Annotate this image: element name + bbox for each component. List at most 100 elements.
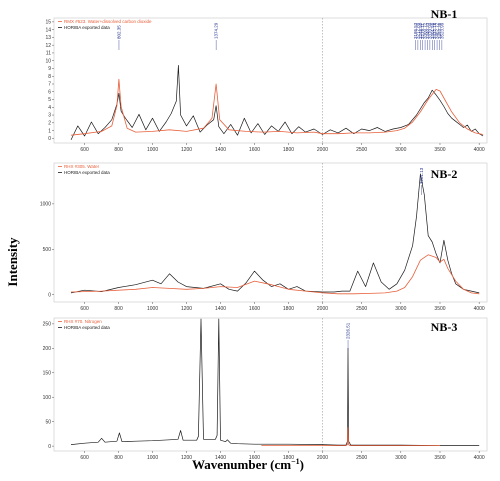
chart1-y-tick-label: 8 (48, 74, 51, 80)
chart3-y-tick-label: 250 (43, 322, 52, 328)
chart2-x-tick-label: 4000 (474, 306, 485, 312)
chart1-x-tick-label: 1800 (283, 147, 294, 153)
chart3-x-tick-label: 1800 (283, 455, 294, 461)
chart2-plot-frame (53, 162, 488, 303)
chart2-x-tick-label: 1000 (147, 306, 158, 312)
chart3-x-tick-label: 600 (80, 455, 89, 461)
chart3-plot-frame (53, 317, 488, 452)
chart2-y-tick-label: 0 (48, 292, 51, 298)
chart1-y-tick-label: 12 (45, 43, 51, 49)
chart3-x-tick-label: 1000 (147, 455, 158, 461)
chart3-x-tick-label: 800 (114, 455, 123, 461)
chart1-peak-label: 1374.29 (214, 22, 219, 39)
chart3-x-tick-label: 2500 (356, 455, 367, 461)
chart3-legend-entry: HORIBA exported data (64, 325, 110, 330)
chart3-legend-entry: RHX #70. Nitrogen (64, 319, 102, 324)
chart1-peak-label: 3370.94 (427, 22, 432, 39)
chart1-peak-label: 3279.11 (420, 23, 425, 39)
chart2-y-tick-label: 500 (43, 247, 52, 253)
y-axis-label: Intensity (5, 237, 20, 287)
chart1-peak-label: 3309.72 (423, 22, 428, 39)
chart1-y-tick-label: 11 (46, 51, 51, 57)
chart1-x-tick-label: 3500 (434, 147, 445, 153)
chart1-peak-label: 802.35 (116, 25, 121, 39)
chart1-y-tick-label: 2 (48, 121, 51, 127)
chart2-x-tick-label: 3500 (434, 306, 445, 312)
chart1-y-tick-label: 6 (48, 89, 51, 95)
chart2-x-tick-label: 2000 (317, 306, 328, 312)
chart1-x-tick-label: 3000 (395, 147, 406, 153)
chart2-x-tick-label: 1200 (181, 306, 192, 312)
chart1-y-tick-label: 14 (45, 27, 51, 33)
chart1-plot-frame (53, 17, 488, 144)
chart3-y-tick-label: 50 (45, 419, 51, 425)
chart1-x-tick-label: 600 (80, 147, 89, 153)
chart3-x-tick-label: 1600 (249, 455, 260, 461)
chart1-y-tick-label: 10 (45, 58, 51, 64)
chart3-title: NB-3 (431, 320, 458, 334)
chart3-y-tick-label: 0 (48, 444, 51, 450)
chart3-panel: 600 800 1000 1200 1400 1600 1800 2000 2500 3000 35… (43, 317, 488, 461)
chart1-y-tick-label: 7 (48, 82, 51, 88)
chart1-legend-entry: RMX #523. Water+dissolved carbon dioxide (64, 19, 152, 24)
chart3-x-tick-label: 1200 (181, 455, 192, 461)
chart1-panel: 600 800 1000 1200 1400 1600 1800 2000 2500 3000 35… (45, 7, 488, 153)
chart2-x-tick-label: 800 (114, 306, 123, 312)
chart1-y-tick-label: 13 (45, 35, 51, 41)
chart1-x-tick-label: 1200 (181, 147, 192, 153)
chart2-x-tick-label: 1400 (215, 306, 226, 312)
chart1-x-tick-label: 1400 (215, 147, 226, 153)
chart1-peak-label: 3217.89 (415, 22, 420, 39)
chart2-series-reference-line (70, 254, 480, 295)
chart3-x-tick-label: 2000 (317, 455, 328, 461)
chart1-legend-entry: HORIBA exported data (64, 25, 110, 30)
chart3-series-horiba-line (70, 318, 480, 446)
chart2-title: NB-2 (431, 167, 458, 181)
chart1-peak-label: 3186.53 (413, 22, 418, 39)
chart1-peak-label: 3432.16 (432, 22, 437, 39)
chart1-peak-label: 3523.99 (439, 22, 444, 39)
chart2-legend-entry: HORIBA exported data (64, 170, 110, 175)
chart1-peak-label: 3340.33 (425, 22, 430, 39)
chart2-x-tick-label: 1800 (283, 306, 294, 312)
chart2-series-horiba-line (70, 173, 480, 294)
chart3-x-tick-label: 3500 (434, 455, 445, 461)
chart1-peak-label: 3462.77 (435, 22, 440, 39)
chart3-peak-label: 2326.51 (346, 322, 351, 339)
chart2-x-tick-label: 2500 (356, 306, 367, 312)
chart1-x-tick-label: 1000 (147, 147, 158, 153)
chart3-x-tick-label: 3000 (395, 455, 406, 461)
x-axis-label: Wavenumber (cm−1) (192, 457, 304, 472)
chart2-peak-label: 3261.13 (419, 167, 424, 184)
chart1-y-tick-label: 3 (48, 113, 51, 119)
chart1-peak-label: 3401.55 (430, 22, 435, 39)
chart3-y-tick-label: 100 (43, 395, 52, 401)
chart3-series-reference-line (261, 427, 440, 447)
chart1-series-horiba-line (70, 65, 484, 141)
chart2-x-tick-label: 1600 (249, 306, 260, 312)
chart3-y-tick-label: 150 (43, 370, 52, 376)
chart2-legend-entry: RHX #305. Water (64, 164, 100, 169)
chart1-y-tick-label: 5 (48, 97, 51, 103)
chart1-x-tick-label: 800 (114, 147, 123, 153)
chart1-y-tick-label: 1 (48, 128, 51, 134)
chart1-peak-label: 3493.38 (437, 22, 442, 39)
chart2-panel: 600 800 1000 1200 1400 1600 1800 2000 2500 3000 35… (40, 162, 488, 312)
chart3-y-tick-label: 200 (43, 346, 52, 352)
chart1-y-tick-label: 0 (48, 136, 51, 142)
chart2-y-tick-label: 1000 (40, 202, 51, 208)
chart1-y-tick-label: 15 (45, 20, 51, 26)
chart3-x-tick-label: 4000 (474, 455, 485, 461)
chart1-x-tick-label: 2000 (317, 147, 328, 153)
chart2-x-tick-label: 600 (80, 306, 89, 312)
chart1-x-tick-label: 4000 (474, 147, 485, 153)
chart1-y-tick-label: 4 (48, 105, 51, 111)
chart1-series-reference-line (70, 78, 484, 136)
chart2-x-tick-label: 3000 (395, 306, 406, 312)
chart1-y-tick-label: 9 (48, 66, 51, 72)
chart3-x-tick-label: 1400 (215, 455, 226, 461)
chart1-x-tick-label: 2500 (356, 147, 367, 153)
chart1-peak-label: 3248.50 (418, 22, 423, 39)
